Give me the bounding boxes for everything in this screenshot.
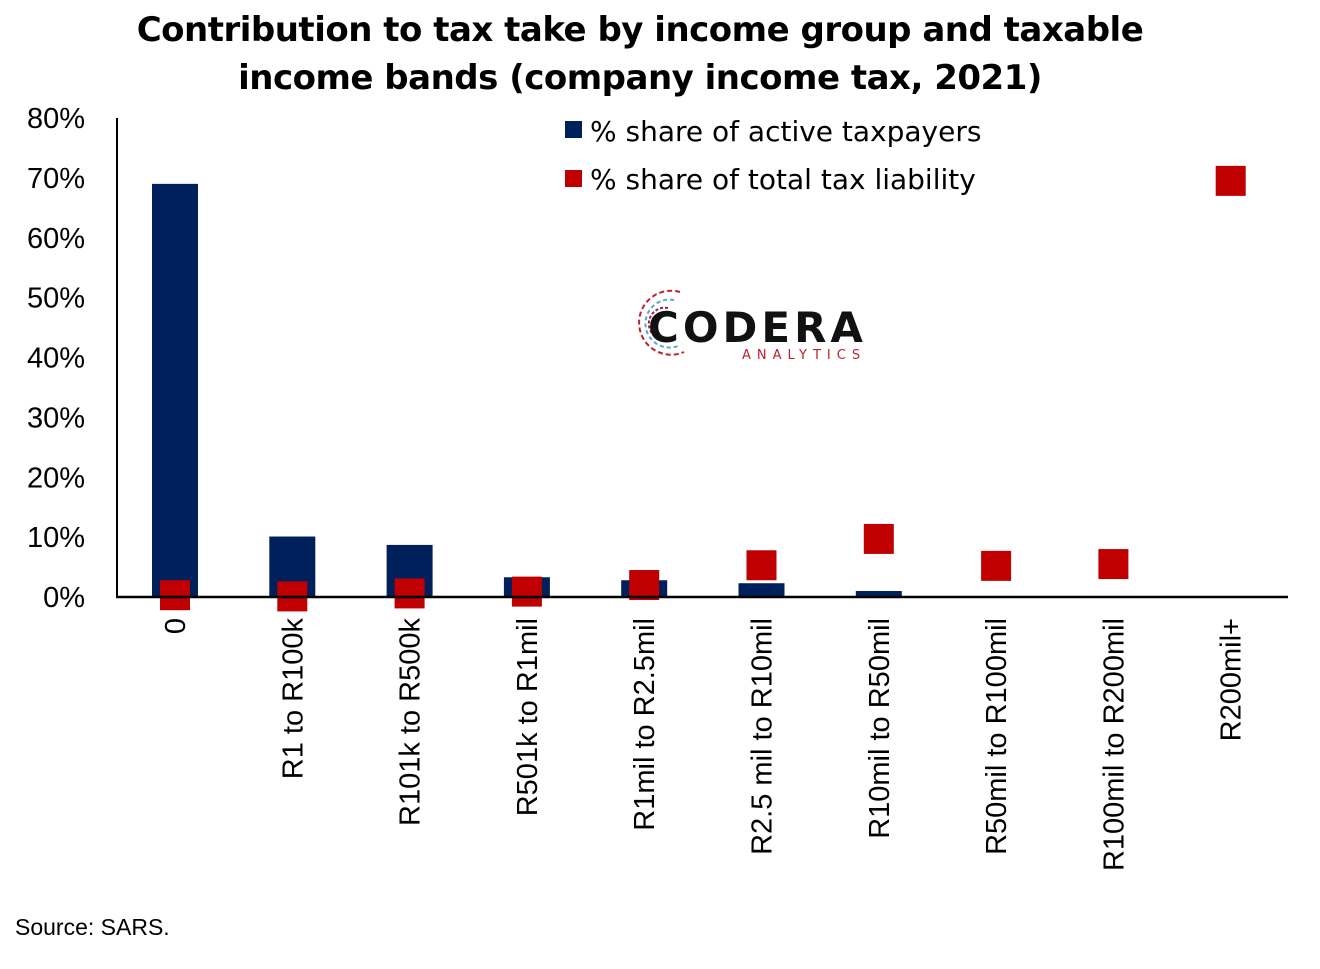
logo-text: CODERA xyxy=(648,303,867,352)
source-note: Source: SARS. xyxy=(15,914,170,940)
marker-liability xyxy=(1215,165,1246,196)
bar-taxpayers xyxy=(152,183,198,598)
x-tick-label: R501k to R1mil xyxy=(512,618,544,816)
x-tick-label: R50mil to R100mil xyxy=(981,618,1013,855)
y-tick-label: 0% xyxy=(43,582,85,614)
marker-liability xyxy=(1098,549,1129,580)
legend-swatch-liability xyxy=(565,170,582,187)
logo-mark-icon xyxy=(638,289,685,356)
x-tick-label: R1 to R100k xyxy=(277,618,309,780)
x-tick-label: R100mil to R200mil xyxy=(1098,618,1130,871)
bar-taxpayers xyxy=(738,583,785,597)
y-tick-label: 30% xyxy=(27,402,85,434)
y-tick-label: 80% xyxy=(27,103,85,135)
title-line-2: income bands (company income tax, 2021) xyxy=(238,58,1042,98)
codera-logo: CODERA ANALYTICS xyxy=(638,289,867,363)
marker-liability xyxy=(746,550,777,581)
marker-liability xyxy=(981,550,1012,581)
marker-liability xyxy=(629,570,660,601)
x-tick-label: R101k to R500k xyxy=(395,618,427,826)
marker-liability xyxy=(394,578,425,609)
y-tick-label: 50% xyxy=(27,283,85,315)
marker-liability xyxy=(863,523,894,554)
title-line-1: Contribution to tax take by income group… xyxy=(136,10,1144,50)
x-tick-label: R1mil to R2.5mil xyxy=(629,618,661,831)
x-tick-label: R2.5 mil to R10mil xyxy=(747,618,779,855)
y-tick-label: 10% xyxy=(27,522,85,554)
marker-liability xyxy=(511,576,542,607)
legend-swatch-taxpayers xyxy=(565,121,582,138)
legend-label-liability: % share of total tax liability xyxy=(590,163,976,196)
legend: % share of active taxpayers % share of t… xyxy=(565,115,981,196)
chart-title: Contribution to tax take by income group… xyxy=(0,6,1280,102)
legend-label-taxpayers: % share of active taxpayers xyxy=(590,115,981,148)
logo-subtext: ANALYTICS xyxy=(742,348,866,363)
bar-taxpayers xyxy=(855,591,902,597)
marker-liability xyxy=(160,580,190,611)
y-tick-label: 70% xyxy=(27,163,85,195)
x-tick-label: R10mil to R50mil xyxy=(864,618,896,839)
y-tick-label: 20% xyxy=(27,462,85,494)
x-tick-label: 0 xyxy=(160,618,192,634)
x-tick-label: R200mil+ xyxy=(1216,618,1248,741)
y-tick-label: 60% xyxy=(27,223,85,255)
y-tick-label: 40% xyxy=(27,343,85,375)
